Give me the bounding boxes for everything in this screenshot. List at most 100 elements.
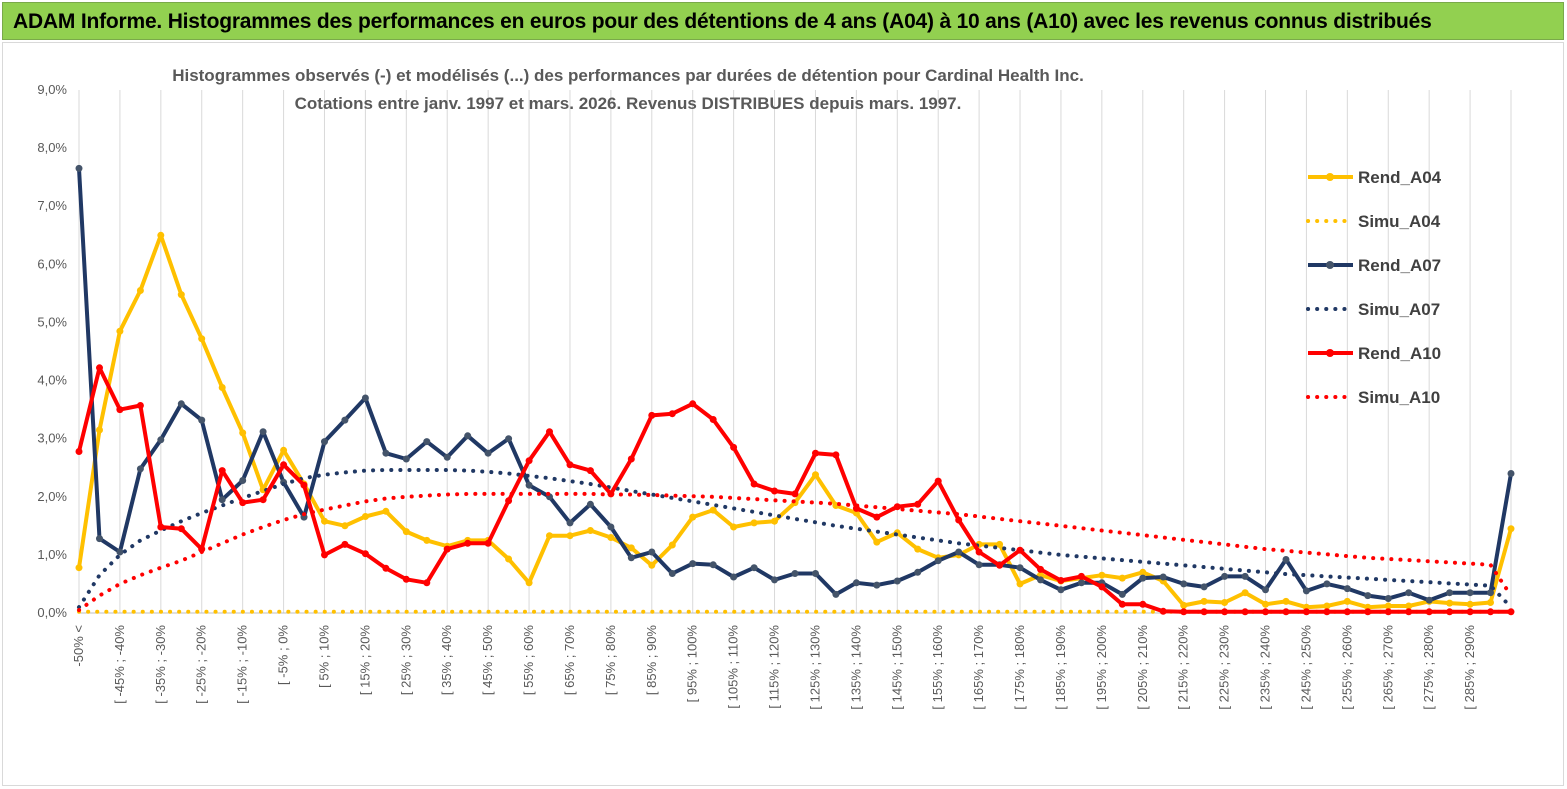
data-point [709,561,717,569]
data-point [157,231,165,239]
data-point [443,545,451,553]
data-point [1016,580,1024,588]
x-tick-label: [ 95% ; 100% [685,625,700,703]
data-point [1200,583,1208,591]
data-point [1180,580,1188,588]
data-point [566,461,574,469]
data-point [96,535,103,543]
data-point [361,394,369,402]
x-tick-label: [ 195% ; 200% [1094,625,1109,710]
series-rend-a07 [75,164,1515,604]
data-point [382,564,390,572]
data-point [873,581,881,589]
data-point [1180,608,1188,616]
data-point [873,538,881,546]
x-tick-label: [ 255% ; 260% [1339,625,1354,710]
legend-label: Rend_A07 [1358,256,1441,275]
data-point [1282,597,1290,605]
data-point [771,517,778,525]
data-point [1118,600,1126,608]
data-point [1323,608,1331,616]
data-point [1262,586,1269,594]
x-tick-label: [ 265% ; 270% [1380,625,1395,710]
data-point [1098,571,1106,579]
data-point [75,164,83,172]
data-point [75,564,83,572]
data-point [341,416,349,424]
series-line [77,491,1513,613]
legend-label: Rend_A10 [1358,344,1441,363]
data-point [116,406,124,414]
data-point [934,557,942,565]
data-point [1016,546,1024,554]
data-point [525,579,533,587]
data-point [321,551,328,559]
x-tick-label: [ -35% ; -30% [153,625,168,704]
data-point [361,513,369,520]
data-point [934,477,942,485]
data-point [1241,608,1249,616]
data-point [280,461,288,469]
data-point [546,532,553,540]
data-point [239,477,247,484]
data-point [607,523,615,531]
data-point [361,550,369,558]
legend-marker [1326,261,1334,269]
data-point [1487,599,1494,606]
legend-item-simu-a04: Simu_A04 [1306,212,1441,231]
data-point [464,432,472,440]
data-point [771,487,778,495]
data-point [177,525,185,533]
x-tick-label: [ 145% ; 150% [889,625,904,710]
data-point [730,523,738,531]
data-point [1446,599,1454,607]
data-point [382,507,390,515]
data-point [914,568,922,576]
data-point [1221,572,1229,580]
data-point [280,446,288,454]
data-point [873,513,881,521]
data-point [1343,585,1351,593]
data-point [1241,589,1249,597]
data-point [812,570,819,577]
legend-label: Simu_A10 [1358,388,1440,407]
x-tick-label: [ -45% ; -40% [112,625,127,704]
data-point [1118,590,1126,598]
data-point [423,579,431,587]
data-point [96,364,103,372]
data-point [1282,556,1290,563]
data-point [1487,589,1494,597]
x-tick-label: [ 5% ; 10% [316,625,331,688]
data-point [1282,608,1290,616]
data-point [668,570,676,577]
data-point [1302,587,1310,595]
data-point [668,410,676,418]
data-point [259,486,267,494]
x-tick-label: [ 135% ; 140% [848,625,863,710]
data-point [1139,568,1147,576]
y-tick-label: 8,0% [37,140,67,155]
data-point [893,577,901,585]
data-point [1037,565,1044,573]
x-tick-label: [ 45% ; 50% [480,625,495,696]
data-point [1405,602,1413,610]
data-point [136,465,144,473]
x-tick-label: [ 85% ; 90% [644,625,659,696]
x-tick-label: [ 165% ; 170% [971,625,986,710]
y-tick-label: 7,0% [37,198,67,213]
legend-item-simu-a10: Simu_A10 [1306,388,1440,407]
x-tick-label: [ 125% ; 130% [807,625,822,710]
data-point [1446,608,1454,616]
data-point [136,402,144,409]
legend-marker [1326,349,1334,357]
data-point [1118,574,1126,582]
data-point [1446,589,1454,597]
data-point [1159,607,1167,615]
legend-item-rend-a10: Rend_A10 [1308,344,1441,363]
series-simu-a07 [77,468,1513,610]
data-point [648,548,656,556]
y-tick-label: 2,0% [37,489,67,504]
x-tick-label: [ 175% ; 180% [1012,625,1027,710]
data-point [484,539,492,547]
data-point [1487,608,1494,616]
